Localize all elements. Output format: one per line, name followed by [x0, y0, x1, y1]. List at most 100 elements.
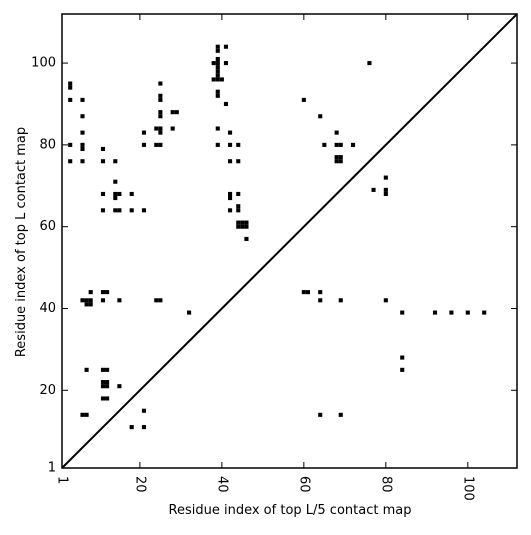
upper-contact-point: [158, 110, 163, 115]
lower-contact-point: [84, 367, 89, 372]
x-axis-ticks: 1 20 40 60 80 100: [55, 14, 475, 501]
upper-contact-point: [215, 61, 220, 66]
lower-contact-point: [100, 298, 106, 303]
upper-contact-point: [68, 81, 73, 86]
x-tick-label: 80: [378, 476, 393, 493]
lower-contact-point: [383, 298, 388, 303]
upper-contact-point: [338, 142, 343, 147]
lower-contact-point: [105, 290, 110, 295]
upper-contact-point: [129, 191, 134, 197]
upper-contact-point: [80, 97, 85, 102]
lower-contact-point: [100, 290, 106, 295]
upper-contact-point: [68, 142, 73, 147]
lower-contact-point: [105, 384, 110, 389]
upper-contact-point: [215, 93, 220, 98]
upper-contact-point: [158, 93, 163, 98]
marks-layer: [68, 44, 487, 430]
upper-contact-point: [338, 155, 343, 160]
upper-contact-point: [244, 220, 249, 225]
upper-contact-point: [141, 208, 147, 213]
lower-contact-point: [84, 298, 89, 303]
upper-contact-point: [158, 97, 163, 102]
lower-contact-point: [187, 310, 192, 315]
upper-contact-point: [154, 126, 159, 131]
x-tick-label: 60: [296, 476, 311, 493]
upper-contact-point: [228, 130, 233, 135]
upper-contact-point: [240, 220, 245, 225]
upper-contact-point: [80, 142, 85, 147]
lower-contact-point: [105, 380, 110, 385]
upper-contact-point: [334, 142, 339, 147]
x-tick-label: 20: [132, 476, 147, 493]
y-axis-label: Residue index of top L contact map: [14, 127, 29, 357]
upper-contact-point: [244, 224, 249, 229]
lower-contact-point: [400, 355, 405, 360]
lower-contact-point: [100, 384, 106, 389]
upper-contact-point: [338, 159, 343, 164]
y-tick-label: 100: [31, 56, 56, 71]
upper-contact-point: [228, 142, 233, 147]
lower-contact-point: [84, 412, 89, 417]
upper-contact-point: [80, 130, 85, 135]
upper-contact-point: [215, 73, 220, 78]
y-tick-label: 20: [39, 383, 56, 398]
upper-contact-point: [318, 114, 323, 119]
lower-contact-point: [100, 380, 106, 385]
upper-contact-point: [236, 191, 241, 197]
x-tick-label: 1: [55, 476, 70, 484]
lower-contact-point: [338, 298, 343, 303]
upper-contact-point: [117, 191, 122, 197]
x-tick-label: 40: [214, 476, 229, 493]
lower-contact-point: [117, 298, 122, 303]
lower-contact-point: [318, 412, 323, 417]
y-tick-label: 60: [39, 219, 56, 234]
upper-contact-point: [240, 224, 245, 229]
y-axis-ticks: 1 20 40 60 80 100: [31, 56, 517, 476]
lower-contact-point: [338, 412, 343, 417]
upper-contact-point: [100, 191, 106, 197]
y-tick-label: 80: [39, 137, 56, 152]
upper-contact-point: [80, 146, 85, 152]
upper-contact-point: [215, 48, 220, 53]
upper-contact-point: [158, 130, 163, 135]
upper-contact-point: [219, 77, 224, 82]
upper-contact-point: [383, 191, 388, 197]
lower-contact-point: [129, 425, 134, 430]
upper-contact-point: [170, 126, 175, 131]
lower-contact-point: [482, 310, 487, 315]
x-axis-label: Residue index of top L/5 contact map: [169, 503, 412, 518]
lower-contact-point: [100, 396, 106, 401]
upper-contact-point: [223, 44, 229, 49]
upper-contact-point: [113, 179, 118, 184]
upper-contact-point: [236, 142, 241, 147]
upper-contact-point: [215, 69, 220, 74]
lower-contact-point: [141, 408, 147, 413]
upper-contact-point: [80, 159, 85, 164]
lower-contact-point: [465, 310, 470, 315]
upper-contact-point: [228, 191, 233, 197]
upper-contact-point: [334, 155, 339, 160]
upper-contact-point: [141, 142, 147, 147]
upper-contact-point: [244, 236, 249, 241]
upper-contact-point: [211, 77, 216, 82]
upper-contact-point: [129, 208, 134, 213]
upper-contact-point: [383, 175, 388, 180]
lower-contact-point: [84, 302, 89, 307]
lower-contact-point: [318, 290, 323, 295]
upper-contact-point: [68, 97, 73, 102]
lower-contact-point: [80, 298, 85, 303]
upper-contact-point: [371, 187, 376, 192]
upper-contact-point: [215, 65, 220, 70]
lower-contact-point: [400, 367, 405, 372]
lower-contact-point: [80, 412, 85, 417]
lower-contact-point: [154, 298, 159, 303]
upper-contact-point: [322, 142, 327, 147]
upper-contact-point: [215, 77, 220, 82]
upper-contact-point: [334, 159, 339, 164]
upper-contact-point: [236, 208, 241, 213]
upper-contact-point: [117, 208, 122, 213]
upper-contact-point: [80, 114, 85, 119]
upper-contact-point: [113, 159, 118, 164]
x-tick-label: 100: [460, 476, 475, 501]
